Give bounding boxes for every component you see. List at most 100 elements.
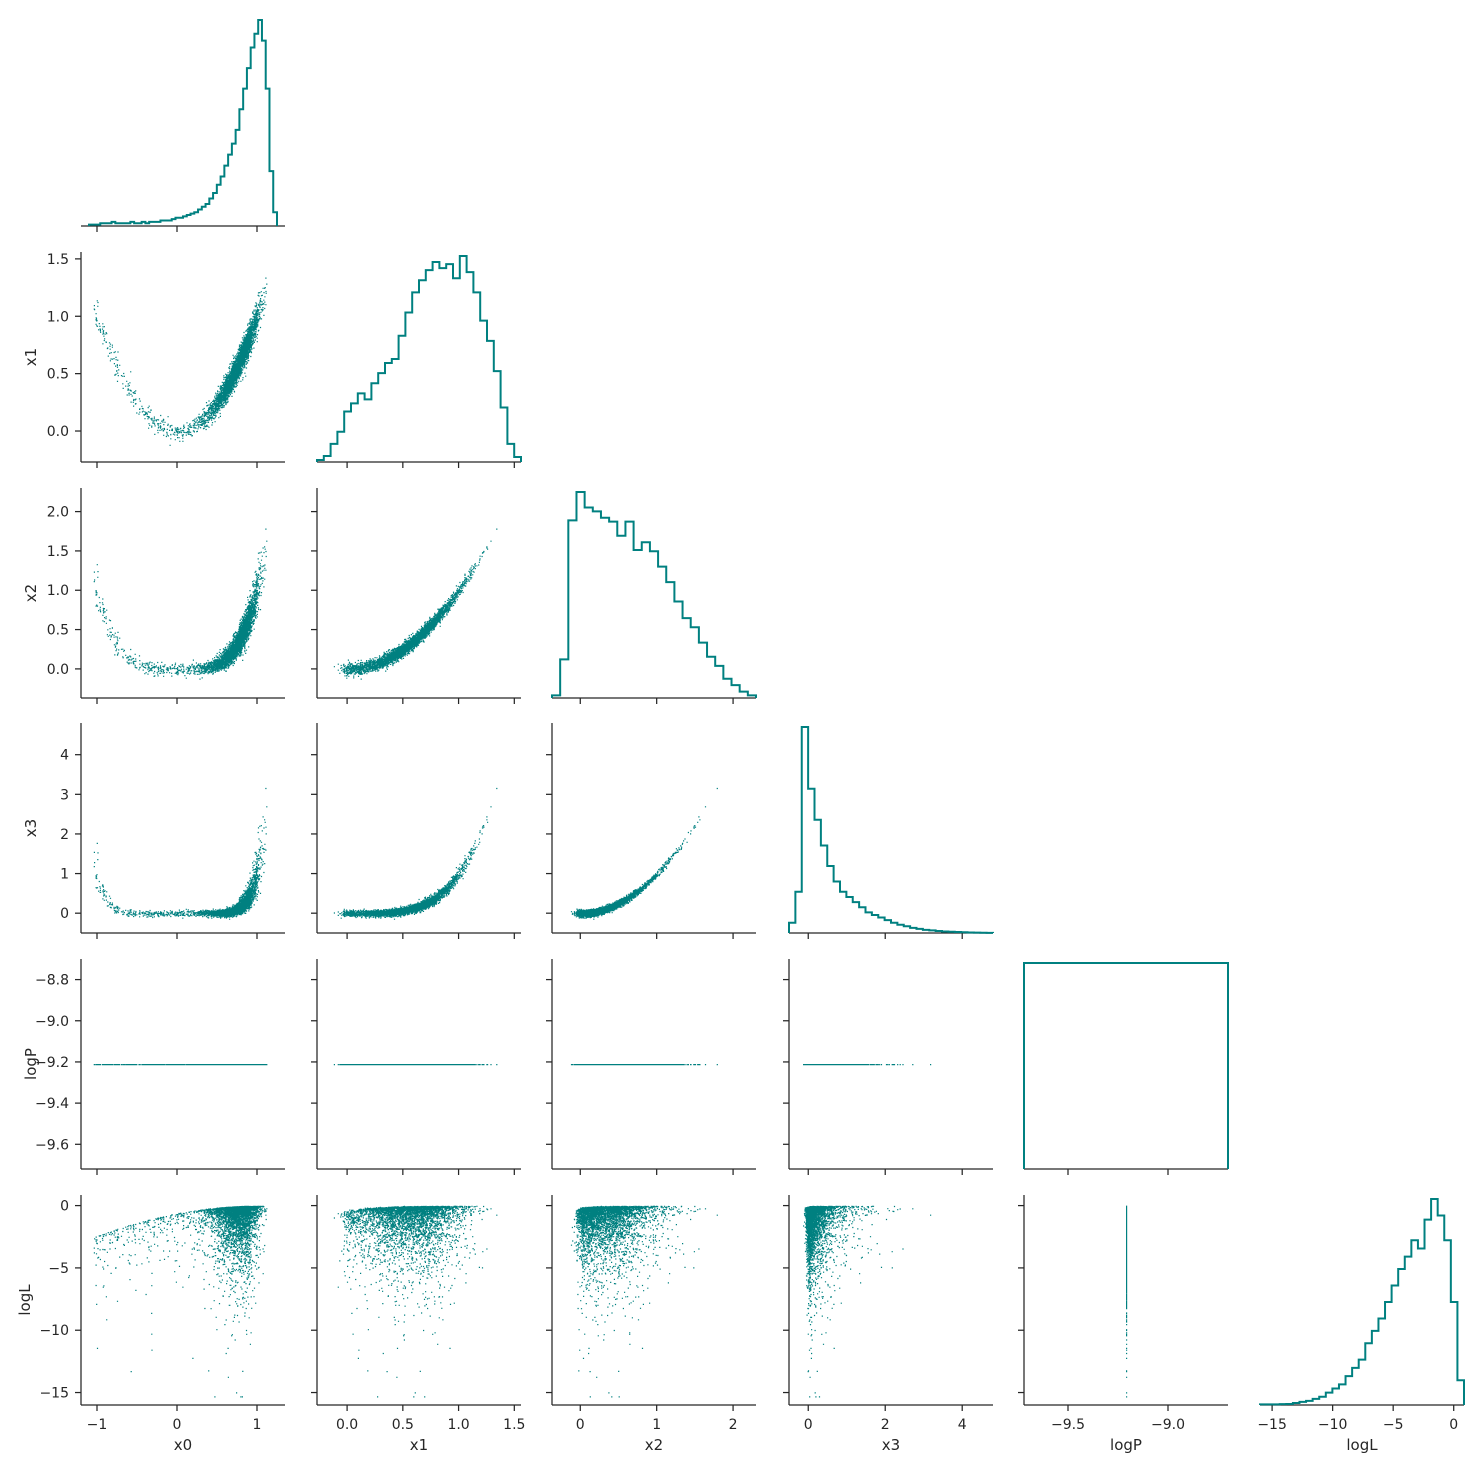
panel-logP-vs-x1 xyxy=(311,959,521,1175)
panel-x2-vs-x0: 0.0 0.5 1.0 1.5 2.0 xyxy=(47,488,285,704)
panel-logP-vs-x0: −8.8 −9.0 −9.2 −9.4 −9.6 xyxy=(35,959,285,1175)
y-tick-label: −9.0 xyxy=(35,1014,69,1030)
x-tick-label: 0 xyxy=(1449,1417,1458,1433)
x-axis-label-x1: x1 xyxy=(410,1436,428,1454)
y-tick-label: 0.5 xyxy=(47,623,69,639)
x-axis-label-x0: x0 xyxy=(174,1436,192,1454)
scatter-marks xyxy=(803,1064,932,1066)
x-axis-label-logP: logP xyxy=(1110,1436,1142,1454)
x-tick-label: 1 xyxy=(253,1417,262,1433)
y-tick-label: 3 xyxy=(60,787,69,803)
scatter-marks xyxy=(93,1064,268,1066)
scatter-points xyxy=(333,1064,498,1066)
scatter-marks xyxy=(333,528,498,680)
panel-x2-vs-x1 xyxy=(311,488,521,704)
scatter-points xyxy=(93,787,268,920)
scatter-points xyxy=(570,787,718,920)
panel-logL-vs-logP: −9.5 −9.0 xyxy=(1018,1195,1228,1433)
x-tick-label: −15 xyxy=(1257,1417,1287,1433)
scatter-points xyxy=(333,787,498,920)
scatter-marks xyxy=(93,787,268,920)
y-tick-label: 1 xyxy=(60,867,69,883)
y-tick-label: 1.5 xyxy=(47,544,69,560)
scatter-points xyxy=(803,1205,932,1398)
histogram-x2 xyxy=(551,491,757,698)
x-tick-label: 1.0 xyxy=(447,1417,469,1433)
x-tick-label: −1 xyxy=(87,1417,108,1433)
panel-logL-vs-x1: 0.0 0.5 1.0 1.5 xyxy=(311,1195,525,1433)
y-tick-label: −9.6 xyxy=(35,1137,69,1153)
panel-logL-vs-x3: 0 2 4 xyxy=(783,1195,993,1433)
y-tick-label: 0 xyxy=(60,906,69,922)
panel-x3-vs-x1 xyxy=(311,723,521,939)
scatter-points xyxy=(1126,1205,1128,1398)
scatter-marks xyxy=(333,1205,498,1398)
panel-x2-vs-x2 xyxy=(551,491,757,704)
y-tick-label: −5 xyxy=(48,1261,69,1277)
histogram-x3 xyxy=(788,726,994,934)
y-tick-label: −10 xyxy=(39,1323,69,1339)
scatter-points xyxy=(93,1205,268,1398)
scatter-marks xyxy=(333,1064,498,1066)
scatter-marks xyxy=(570,1064,718,1066)
scatter-marks xyxy=(93,528,268,680)
scatter-marks xyxy=(570,787,718,920)
x-axis-label-logL: logL xyxy=(1346,1436,1378,1454)
x-tick-label: 1.5 xyxy=(503,1417,525,1433)
histogram-logP xyxy=(1023,962,1229,1169)
y-tick-label: 0.5 xyxy=(47,367,69,383)
y-tick-label: 0 xyxy=(60,1199,69,1215)
scatter-marks xyxy=(93,277,268,446)
panel-logL-vs-x2: 0 1 2 xyxy=(546,1195,756,1433)
scatter-points xyxy=(333,528,498,680)
histogram-x1 xyxy=(316,255,522,462)
panel-logL-vs-x0: −1 0 10−5−10−15 xyxy=(39,1195,285,1433)
y-tick-label: 2.0 xyxy=(47,505,69,521)
y-tick-label: −9.4 xyxy=(35,1096,69,1112)
y-axis-label-logP: logP xyxy=(22,1048,40,1080)
histogram-x0 xyxy=(88,19,278,226)
x-tick-label: 0.0 xyxy=(336,1417,358,1433)
x-tick-label: 0 xyxy=(804,1417,813,1433)
panel-logP-vs-logP xyxy=(1023,962,1229,1175)
scatter-marks xyxy=(333,787,498,920)
scatter-marks xyxy=(1126,1205,1128,1398)
y-tick-label: 0.0 xyxy=(47,424,69,440)
y-tick-label: 0.0 xyxy=(47,662,69,678)
scatter-points xyxy=(803,1064,932,1066)
scatter-points xyxy=(570,1064,718,1066)
y-tick-label: 1.5 xyxy=(47,252,69,268)
y-tick-label: −9.2 xyxy=(35,1055,69,1071)
x-tick-label: −5 xyxy=(1383,1417,1404,1433)
y-axis-label-x1: x1 xyxy=(22,348,40,366)
x-axis-label-x3: x3 xyxy=(882,1436,900,1454)
y-tick-label: −15 xyxy=(39,1386,69,1402)
y-tick-label: 1.0 xyxy=(47,309,69,325)
panel-x1-vs-x1 xyxy=(316,255,522,468)
y-tick-label: −8.8 xyxy=(35,973,69,989)
panel-logP-vs-x2 xyxy=(546,959,756,1175)
histogram-logL xyxy=(1259,1198,1465,1406)
y-axis-label-x3: x3 xyxy=(22,819,40,837)
y-tick-label: 4 xyxy=(60,748,69,764)
x-tick-label: −9.5 xyxy=(1051,1417,1085,1433)
x-tick-label: 4 xyxy=(958,1417,967,1433)
scatter-marks xyxy=(93,1205,268,1398)
x-tick-label: 0.5 xyxy=(392,1417,414,1433)
y-tick-label: 2 xyxy=(60,827,69,843)
panel-x3-vs-x0: 0 1 2 3 4 xyxy=(60,723,285,939)
x-tick-label: 2 xyxy=(881,1417,890,1433)
x-tick-label: 2 xyxy=(729,1417,738,1433)
x-tick-label: 1 xyxy=(652,1417,661,1433)
y-axis-label-logL: logL xyxy=(16,1284,34,1316)
panel-logL-vs-logL: −15 −10 −5 0 xyxy=(1257,1198,1465,1433)
x-tick-label: −10 xyxy=(1318,1417,1348,1433)
scatter-points xyxy=(333,1205,498,1398)
scatter-points xyxy=(570,1205,718,1398)
panel-x3-vs-x3 xyxy=(788,726,994,939)
x-tick-label: 0 xyxy=(576,1417,585,1433)
y-tick-label: 1.0 xyxy=(47,583,69,599)
panel-x0-vs-x0 xyxy=(81,19,285,232)
scatter-points xyxy=(93,277,268,446)
